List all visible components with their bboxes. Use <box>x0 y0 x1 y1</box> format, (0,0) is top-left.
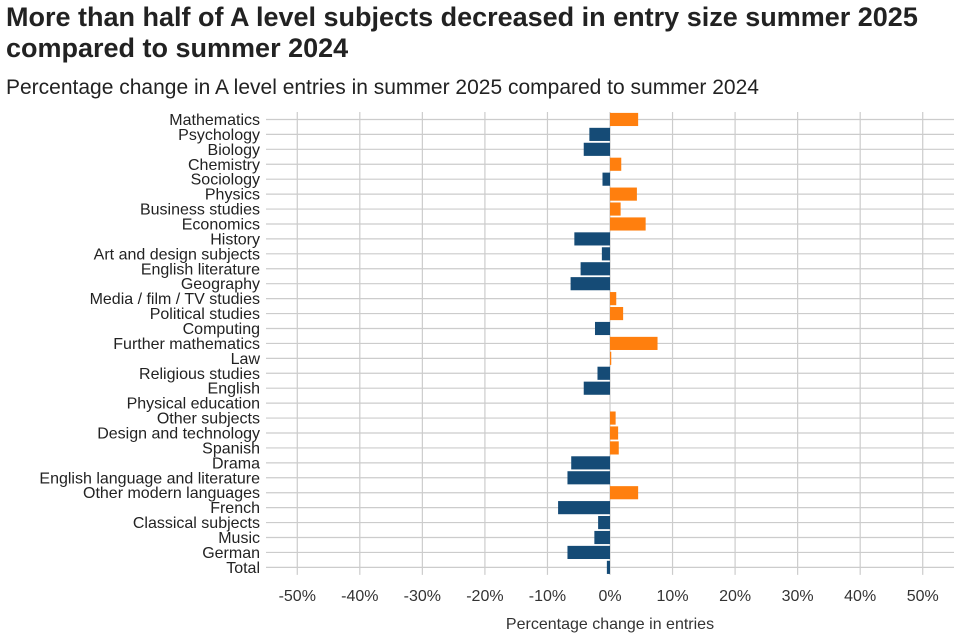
bar <box>610 217 646 231</box>
bar <box>597 366 610 380</box>
bar <box>610 306 624 321</box>
x-tick-label: 40% <box>844 588 876 605</box>
x-tick-labels: -50% -40% -30% -20% -10% 0% 10% 20% 30% 40% 50% <box>279 588 939 605</box>
bar <box>610 336 658 350</box>
bar <box>610 202 621 216</box>
bar <box>610 157 622 171</box>
bar <box>610 351 612 365</box>
bar <box>594 530 610 545</box>
category-label: Art and design subjects <box>94 246 260 263</box>
category-label: Sociology <box>191 172 260 189</box>
category-label: Drama <box>212 455 260 472</box>
category-label: English language and literature <box>39 470 260 487</box>
x-tick-label: 10% <box>657 588 689 605</box>
bar <box>583 381 610 395</box>
category-label: Chemistry <box>188 157 260 174</box>
category-label: Economics <box>182 216 260 233</box>
bar <box>594 321 610 336</box>
x-axis-title: Percentage change in entries <box>506 616 714 633</box>
category-label: Further mathematics <box>113 336 260 353</box>
category-label: Religious studies <box>139 366 260 383</box>
bar <box>558 501 610 515</box>
category-label: English <box>208 381 260 398</box>
x-tick-label: -40% <box>341 588 378 605</box>
bars <box>558 112 658 574</box>
category-label: Music <box>218 530 260 547</box>
bar <box>610 486 639 500</box>
bar <box>610 411 616 425</box>
category-label: Geography <box>181 276 260 293</box>
x-tick-label: -10% <box>529 588 566 605</box>
chart-title: More than half of A level subjects decre… <box>6 2 918 63</box>
category-label: Psychology <box>178 127 260 144</box>
bar <box>570 277 610 291</box>
bar <box>574 232 610 246</box>
bar <box>610 441 619 455</box>
x-tick-label: -50% <box>279 588 316 605</box>
category-label: Mathematics <box>169 112 260 129</box>
category-label: Political studies <box>150 306 260 323</box>
bar <box>571 456 610 470</box>
category-label: Classical subjects <box>133 515 260 532</box>
category-label: Media / film / TV studies <box>90 291 260 308</box>
bar <box>601 247 610 261</box>
category-label: Design and technology <box>97 425 260 442</box>
x-tick-label: -20% <box>466 588 503 605</box>
category-label: Total <box>226 560 260 577</box>
category-label: Physics <box>205 187 260 204</box>
x-tick-label: 20% <box>719 588 751 605</box>
category-label: French <box>210 500 260 517</box>
gridlines <box>266 112 954 575</box>
bar <box>606 560 610 574</box>
x-tick-label: 30% <box>782 588 814 605</box>
category-label: Spanish <box>202 440 260 457</box>
x-tick-label: 0% <box>598 588 621 605</box>
category-label: English literature <box>141 261 260 278</box>
category-label: Other modern languages <box>83 485 260 502</box>
bar <box>589 127 610 141</box>
bar <box>567 545 610 560</box>
category-label: Biology <box>208 142 260 159</box>
bar <box>610 426 619 440</box>
bar <box>602 172 610 186</box>
chart-subtitle: Percentage change in A level entries in … <box>6 76 759 99</box>
bar <box>610 112 639 127</box>
bar <box>567 471 610 485</box>
bar <box>598 516 610 530</box>
category-label: Physical education <box>127 396 260 413</box>
category-label: History <box>210 231 260 248</box>
x-tick-label: -30% <box>404 588 441 605</box>
category-label: Law <box>231 351 261 368</box>
category-label: Business studies <box>140 202 260 219</box>
bar <box>583 142 610 156</box>
bar <box>610 187 637 201</box>
category-label: Computing <box>183 321 260 338</box>
bar <box>610 292 617 306</box>
x-tick-label: 50% <box>907 588 939 605</box>
category-labels: MathematicsPsychologyBiologyChemistrySoc… <box>39 112 260 577</box>
category-label: German <box>202 545 260 562</box>
bar <box>580 262 610 276</box>
category-label: Other subjects <box>157 411 260 428</box>
